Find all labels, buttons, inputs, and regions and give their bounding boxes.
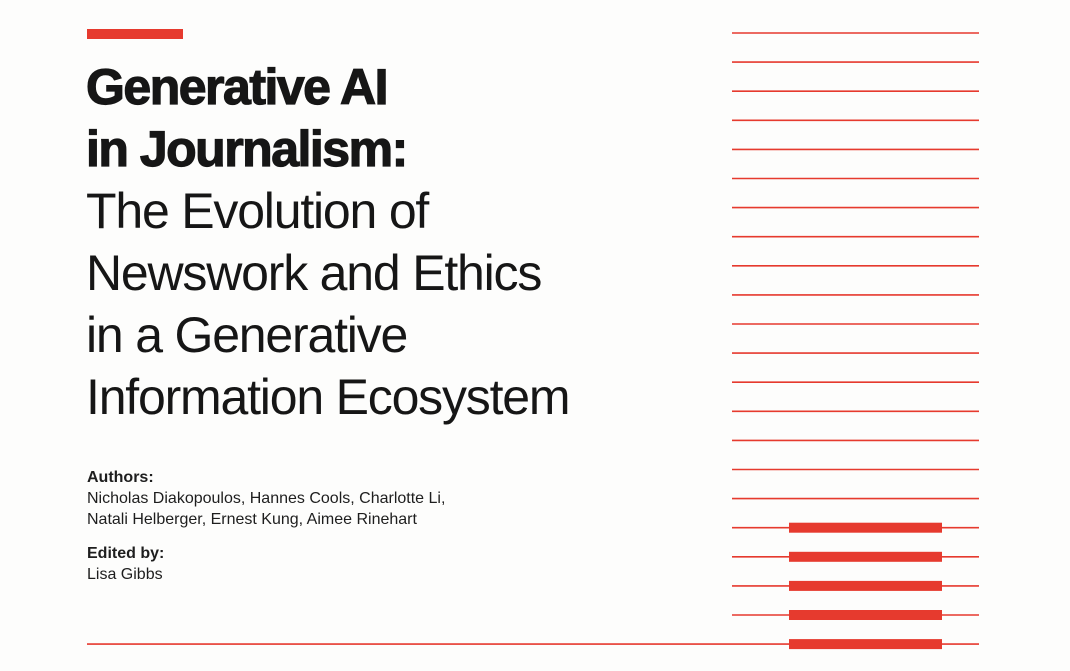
- accent-bar: [87, 29, 183, 39]
- stripe-bar: [789, 639, 942, 650]
- report-title: Generative AI in Journalism: The Evoluti…: [85, 56, 726, 428]
- subtitle-line-1: The Evolution of: [86, 183, 429, 239]
- title-line-1: Generative AI: [85, 58, 389, 115]
- stripe-bar: [789, 610, 942, 620]
- stripe-bar: [789, 580, 942, 591]
- thin-lines-group: [732, 32, 979, 645]
- subtitle-line-3: in a Generative: [86, 307, 408, 363]
- stripe-bar: [789, 522, 942, 533]
- authors-group: Authors: Nicholas Diakopoulos, Hannes Co…: [87, 467, 445, 530]
- stripe-bar: [789, 551, 942, 562]
- authors-label: Authors:: [87, 469, 154, 486]
- credits: Authors: Nicholas Diakopoulos, Hannes Co…: [87, 467, 445, 585]
- subtitle-line-4: Information Ecosystem: [86, 369, 571, 425]
- authors-line-2: Natali Helberger, Ernest Kung, Aimee Rin…: [87, 511, 417, 528]
- title-line-2: in Journalism:: [85, 120, 408, 177]
- editor-label: Edited by:: [87, 545, 165, 562]
- authors-line-1: Nicholas Diakopoulos, Hannes Cools, Char…: [87, 490, 446, 507]
- thick-bars-group: [789, 522, 942, 650]
- editor-group: Edited by: Lisa Gibbs: [87, 543, 445, 585]
- subtitle-line-2: Newswork and Ethics: [86, 245, 542, 301]
- editor-name: Lisa Gibbs: [87, 566, 163, 583]
